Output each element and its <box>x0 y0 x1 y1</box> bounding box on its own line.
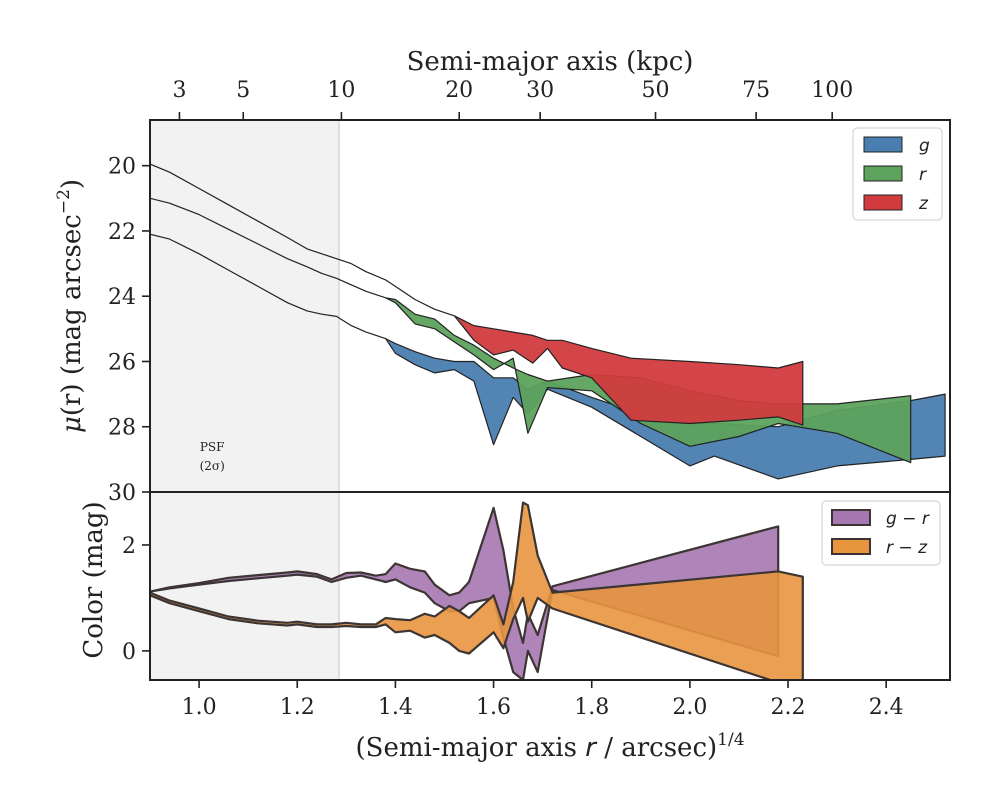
psf-shaded-region <box>150 120 339 680</box>
xtick-label: 2.4 <box>869 695 904 720</box>
xtick-label: 1.6 <box>476 695 511 720</box>
color-series <box>150 501 804 680</box>
top-axis-title: Semi-major axis (kpc) <box>407 47 694 77</box>
legend-label-color-0: g − r <box>886 509 930 529</box>
ytick-label: 22 <box>108 220 136 245</box>
top-tick-label: 100 <box>811 78 853 103</box>
ytick-label: 24 <box>108 285 136 310</box>
legend-term: r <box>922 509 930 529</box>
xtick-label: 1.2 <box>280 695 315 720</box>
surface-brightness-series <box>150 163 946 480</box>
top-tick-label: 5 <box>236 78 250 103</box>
top-tick-label: 3 <box>172 78 186 103</box>
legend-swatch-color-0 <box>831 509 871 526</box>
band-g <box>150 233 946 480</box>
psf-annotation: (2σ) <box>200 459 225 473</box>
band-r <box>150 197 912 464</box>
ytick-label: 28 <box>108 416 136 441</box>
legend-label-g: g <box>919 136 930 156</box>
xtick-label: 1.0 <box>182 695 217 720</box>
top-tick-label: 30 <box>526 78 554 103</box>
y-axis-title-sup: −2 <box>54 189 74 214</box>
legend-top: grz <box>852 127 943 221</box>
x-axis-title-var: r <box>585 733 598 763</box>
legend-label-color-1: r − z <box>886 538 928 558</box>
legend-swatch-color-1 <box>831 538 871 555</box>
legend-term: z <box>917 538 928 558</box>
xtick-label: 1.8 <box>574 695 609 720</box>
y-axis-title-part: (r) (mag arcsec <box>57 214 87 416</box>
legend-label-r: r <box>919 165 927 185</box>
bottom-panel-frame <box>149 491 951 681</box>
x-axis-title-part: / arcsec) <box>596 733 717 763</box>
x-axis-title: (Semi-major axis r / arcsec)1/4 <box>355 730 744 763</box>
xtick-label: 1.4 <box>378 695 413 720</box>
y-axis-title-part: ) <box>57 179 87 189</box>
legend-label-z: z <box>918 194 929 214</box>
xtick-label: 2.2 <box>771 695 806 720</box>
band-z <box>150 163 804 426</box>
chart-series <box>150 163 946 680</box>
legend-term: g <box>886 509 897 529</box>
legend-minus: − <box>897 509 922 529</box>
x-axis-title-sup: 1/4 <box>717 730 744 750</box>
ytick-label: 2 <box>122 534 136 559</box>
xtick-label: 2.0 <box>672 695 707 720</box>
top-tick-label: 10 <box>327 78 355 103</box>
ytick-label: 20 <box>108 155 136 180</box>
legend-swatch-z <box>863 194 903 211</box>
y-axis-title-mu: μ <box>57 416 87 433</box>
bottom-y-axis-title: Color (mag) <box>79 501 109 658</box>
legend-minus: − <box>893 538 918 558</box>
ytick-label: 30 <box>108 481 136 506</box>
band-r-minus-z <box>150 501 804 680</box>
x-axis-title-part: (Semi-major axis <box>355 733 585 763</box>
top-tick-label: 75 <box>742 78 770 103</box>
ytick-label: 0 <box>122 640 136 665</box>
chart-axes <box>142 112 951 688</box>
chart-background <box>150 120 340 680</box>
legend-swatch-g <box>863 136 903 153</box>
legend-bottom: g − rr − z <box>821 500 941 566</box>
top-tick-label: 50 <box>642 78 670 103</box>
legend-term: r <box>886 538 894 558</box>
psf-annotation: PSF <box>200 440 225 454</box>
top-y-axis-title: μ(r) (mag arcsec−2) <box>54 179 87 433</box>
ytick-label: 26 <box>108 350 136 375</box>
legend-swatch-r <box>863 165 903 182</box>
top-tick-label: 20 <box>445 78 473 103</box>
